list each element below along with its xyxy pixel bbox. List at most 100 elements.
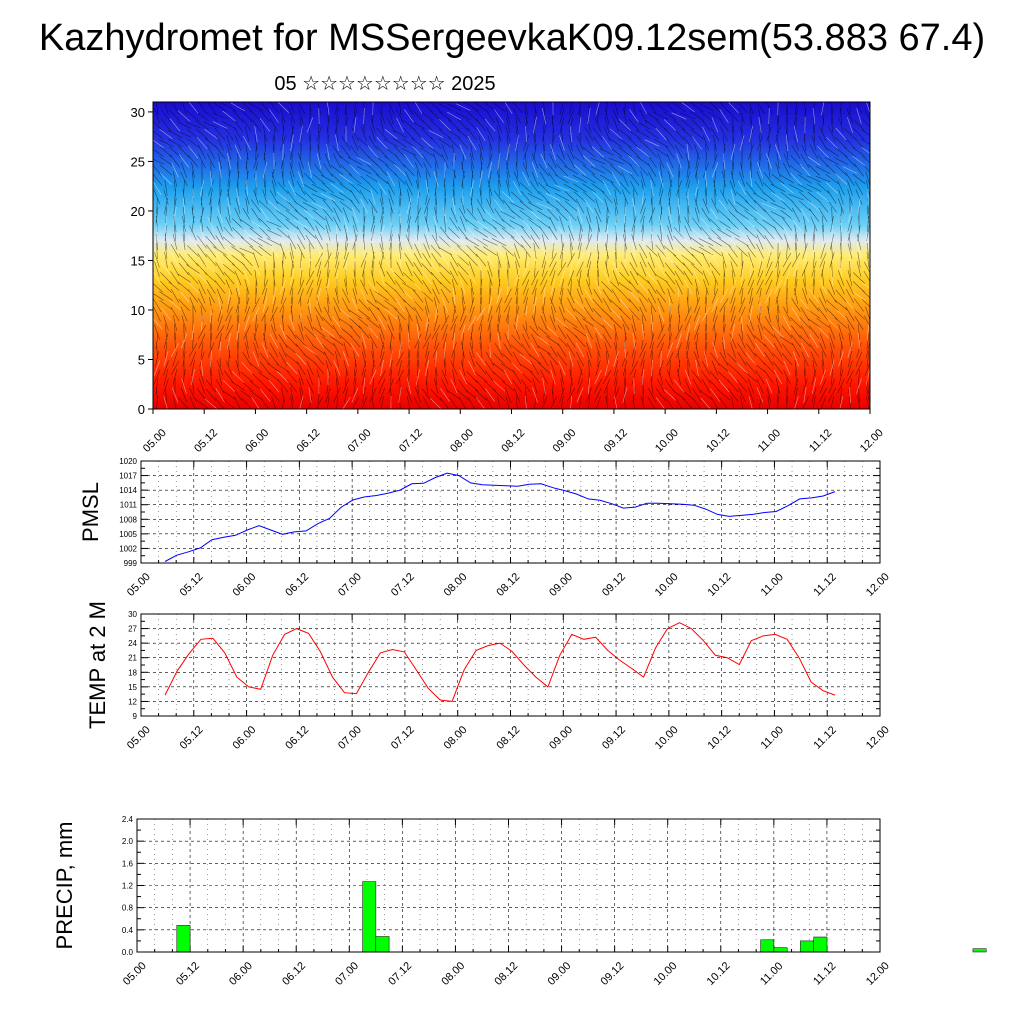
heatmap-x-tick-label: 08.12 xyxy=(499,427,527,455)
heatmap-y-tick-label: 15 xyxy=(131,253,145,268)
temp-chart-x-tick-label: 07.12 xyxy=(389,724,417,752)
heatmap-y-tick-label: 30 xyxy=(131,105,145,120)
precip-chart-x-tick-label: 06.00 xyxy=(227,960,255,988)
precip-chart-bar xyxy=(760,939,775,953)
heatmap-y-tick-label: 5 xyxy=(138,352,145,367)
temp-chart-x-tick-label: 09.00 xyxy=(547,724,575,752)
pmsl-chart-y-tick-label: 1002 xyxy=(119,544,137,553)
pmsl-chart-y-tick-label: 1014 xyxy=(119,486,137,495)
precip-chart-x-tick-label: 08.12 xyxy=(492,960,520,988)
pmsl-chart-x-tick-label: 11.00 xyxy=(759,571,786,598)
heatmap-x-tick-label: 08.00 xyxy=(448,427,476,455)
pmsl-chart-y-tick-label: 999 xyxy=(124,559,138,568)
heatmap-x-tick-label: 12.00 xyxy=(858,427,886,455)
pmsl-chart-x-tick-label: 06.00 xyxy=(230,571,258,599)
heatmap-x-tick-label: 09.00 xyxy=(551,427,579,455)
temp-chart-y-tick-label: 21 xyxy=(128,654,137,663)
pmsl-chart-x-tick-label: 07.12 xyxy=(389,571,417,599)
pmsl-chart-y-tick-label: 1020 xyxy=(119,457,137,466)
wind-barb-lines-light xyxy=(153,102,870,409)
heatmap-x-tick-label: 05.00 xyxy=(141,427,169,455)
precip-chart-y-tick-label: 0.4 xyxy=(122,926,134,935)
pmsl-chart-x-tick-label: 08.00 xyxy=(442,571,470,599)
heatmap-x-tick-label: 11.00 xyxy=(756,427,783,454)
temp-chart-x-tick-label: 07.00 xyxy=(336,724,364,752)
pmsl-chart-x-tick-label: 10.12 xyxy=(706,571,734,599)
pmsl-chart-y-tick-label: 1017 xyxy=(119,472,137,481)
precip-chart-bar xyxy=(800,940,814,953)
heatmap-x-tick-label: 07.12 xyxy=(397,427,425,455)
temp-chart-x-tick-label: 09.12 xyxy=(600,724,628,752)
precip-chart-y-tick-label: 2.0 xyxy=(122,837,134,846)
temp-chart-series-line xyxy=(164,622,836,702)
temp-chart: 9 12 15 18 21 24 27 30 05.00 05.12 06.00 06.12 07.00… xyxy=(85,601,892,752)
pmsl-chart-y-axis-title: PMSL xyxy=(78,482,103,542)
precip-chart-x-tick-label: 10.12 xyxy=(705,960,733,988)
pmsl-chart-x-tick-label: 07.00 xyxy=(336,571,364,599)
precip-chart-x-tick-label: 05.00 xyxy=(121,960,149,988)
pmsl-chart-x-tick-label: 10.00 xyxy=(653,571,681,599)
precip-chart-y-tick-label: 1.6 xyxy=(122,859,134,868)
pmsl-chart-x-tick-label: 05.12 xyxy=(178,571,206,599)
heatmap-y-tick-label: 0 xyxy=(138,402,145,417)
temp-chart-x-tick-label: 11.00 xyxy=(759,724,786,751)
pmsl-chart-y-tick-label: 1011 xyxy=(120,501,138,510)
pmsl-chart-x-tick-label: 05.00 xyxy=(125,571,153,599)
wind-barb-lines xyxy=(153,102,870,409)
precip-chart-bar xyxy=(972,948,987,953)
pmsl-chart-x-tick-label: 08.12 xyxy=(494,571,522,599)
temp-chart-x-tick-label: 08.12 xyxy=(494,724,522,752)
heatmap-y-tick-label: 20 xyxy=(131,204,145,219)
precip-chart-x-tick-label: 06.12 xyxy=(280,960,308,988)
precip-chart-x-tick-label: 10.00 xyxy=(652,960,680,988)
precip-chart-bar xyxy=(813,936,828,953)
temp-chart-y-tick-label: 18 xyxy=(128,668,137,677)
heatmap-x-tick-label: 05.12 xyxy=(192,427,220,455)
pmsl-chart-series-line xyxy=(164,472,836,562)
temp-chart-y-tick-label: 24 xyxy=(128,639,137,648)
temp-chart-x-tick-label: 11.12 xyxy=(811,724,838,751)
precip-chart-y-tick-label: 0.8 xyxy=(122,904,134,913)
precip-chart-x-tick-label: 11.12 xyxy=(811,960,838,987)
heatmap-x-tick-label: 11.12 xyxy=(807,427,834,454)
temp-chart-y-tick-label: 27 xyxy=(128,625,137,634)
precip-chart-bar xyxy=(375,936,390,953)
heatmap-y-tick-label: 25 xyxy=(131,154,145,169)
pmsl-chart-x-tick-label: 12.00 xyxy=(864,571,892,599)
temp-chart-y-tick-label: 12 xyxy=(128,697,137,706)
precip-chart-x-tick-label: 08.00 xyxy=(439,960,467,988)
precip-chart-bar xyxy=(362,881,377,953)
temp-chart-x-tick-label: 05.12 xyxy=(178,724,206,752)
wind-barbs xyxy=(153,102,870,409)
precip-chart-bar xyxy=(176,925,191,953)
pmsl-chart-x-tick-label: 09.00 xyxy=(547,571,575,599)
temp-chart-x-tick-label: 12.00 xyxy=(864,724,892,752)
pmsl-chart: 999 1002 1005 1008 1011 1014 1017 1020 05.00 05.1… xyxy=(78,457,892,599)
temp-chart-x-tick-label: 10.12 xyxy=(706,724,734,752)
pmsl-chart-x-tick-label: 09.12 xyxy=(600,571,628,599)
heatmap-x-tick-label: 10.12 xyxy=(704,427,732,455)
precip-chart-y-tick-label: 2.4 xyxy=(122,815,134,824)
temp-chart-x-tick-label: 06.00 xyxy=(230,724,258,752)
pmsl-chart-frame xyxy=(140,460,881,564)
temp-chart-y-tick-label: 9 xyxy=(133,712,138,721)
pmsl-chart-y-tick-label: 1008 xyxy=(119,515,137,524)
heatmap-x-tick-label: 09.12 xyxy=(602,427,630,455)
heatmap-y-tick-label: 10 xyxy=(131,303,145,318)
precip-chart-x-tick-label: 05.12 xyxy=(174,960,202,988)
precip-chart-frame xyxy=(136,818,881,953)
pmsl-chart-y-tick-label: 1005 xyxy=(119,530,137,539)
precip-chart-bar xyxy=(773,947,788,953)
temp-chart-x-tick-label: 08.00 xyxy=(442,724,470,752)
page-subtitle: 05 ☆☆☆☆☆☆☆☆ 2025 xyxy=(274,73,496,95)
pmsl-chart-x-tick-label: 06.12 xyxy=(283,571,311,599)
pmsl-chart-x-tick-label: 11.12 xyxy=(811,571,838,598)
precip-chart-y-tick-label: 1.2 xyxy=(122,882,134,891)
precip-chart-x-tick-label: 07.00 xyxy=(333,960,361,988)
temp-chart-x-tick-label: 10.00 xyxy=(653,724,681,752)
temp-chart-y-tick-label: 30 xyxy=(128,610,137,619)
precip-chart-x-tick-label: 09.00 xyxy=(545,960,573,988)
heatmap-x-tick-label: 06.00 xyxy=(243,427,271,455)
heatmap-x-tick-label: 10.00 xyxy=(653,427,681,455)
